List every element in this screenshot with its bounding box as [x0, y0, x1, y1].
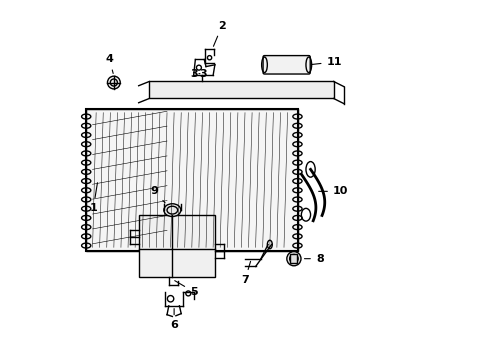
Bar: [291, 254, 297, 263]
Text: 3: 3: [199, 69, 207, 79]
Ellipse shape: [107, 76, 120, 89]
Bar: [85, 109, 298, 251]
Text: 10: 10: [318, 186, 348, 196]
Bar: [149, 81, 334, 99]
Bar: [85, 109, 298, 251]
Text: 7: 7: [241, 261, 250, 285]
Text: 3: 3: [190, 69, 198, 79]
Text: 9: 9: [150, 186, 165, 203]
Text: 1: 1: [89, 183, 98, 213]
Text: 6: 6: [170, 309, 178, 330]
FancyBboxPatch shape: [263, 55, 310, 74]
Text: 5: 5: [175, 281, 197, 297]
Text: 2: 2: [214, 21, 226, 46]
Text: 8: 8: [304, 254, 323, 264]
Text: 11: 11: [312, 57, 342, 67]
Ellipse shape: [287, 252, 301, 266]
Bar: [139, 215, 215, 278]
Text: 4: 4: [106, 54, 114, 73]
Ellipse shape: [164, 204, 181, 216]
